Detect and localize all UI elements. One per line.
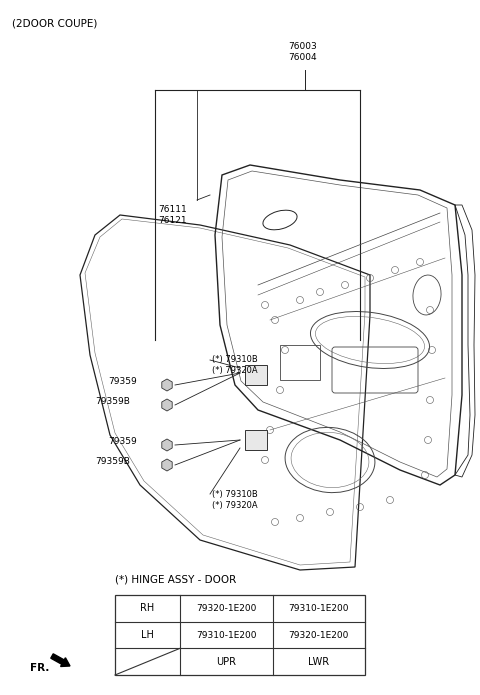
FancyBboxPatch shape (245, 365, 267, 385)
Text: 76003
76004: 76003 76004 (288, 42, 317, 62)
Text: (*) 79310B
(*) 79320A: (*) 79310B (*) 79320A (212, 490, 258, 510)
Text: LH: LH (141, 630, 154, 640)
Text: (*) 79310B
(*) 79320A: (*) 79310B (*) 79320A (212, 355, 258, 375)
Text: 79359: 79359 (108, 436, 137, 445)
Text: LWR: LWR (308, 657, 329, 667)
Text: 79310-1E200: 79310-1E200 (288, 604, 349, 613)
Text: 79320-1E200: 79320-1E200 (288, 630, 349, 639)
Text: 79310-1E200: 79310-1E200 (196, 630, 256, 639)
Text: 79359B: 79359B (95, 397, 130, 405)
Text: 76111
76121: 76111 76121 (158, 205, 187, 225)
Text: RH: RH (140, 603, 155, 613)
Text: UPR: UPR (216, 657, 236, 667)
FancyArrow shape (51, 654, 70, 667)
FancyBboxPatch shape (245, 430, 267, 450)
Text: (2DOOR COUPE): (2DOOR COUPE) (12, 18, 97, 28)
Text: 79320-1E200: 79320-1E200 (196, 604, 256, 613)
Text: FR.: FR. (30, 663, 49, 673)
Text: 79359: 79359 (108, 377, 137, 386)
Text: (*) HINGE ASSY - DOOR: (*) HINGE ASSY - DOOR (115, 575, 236, 585)
Text: 79359B: 79359B (95, 457, 130, 466)
